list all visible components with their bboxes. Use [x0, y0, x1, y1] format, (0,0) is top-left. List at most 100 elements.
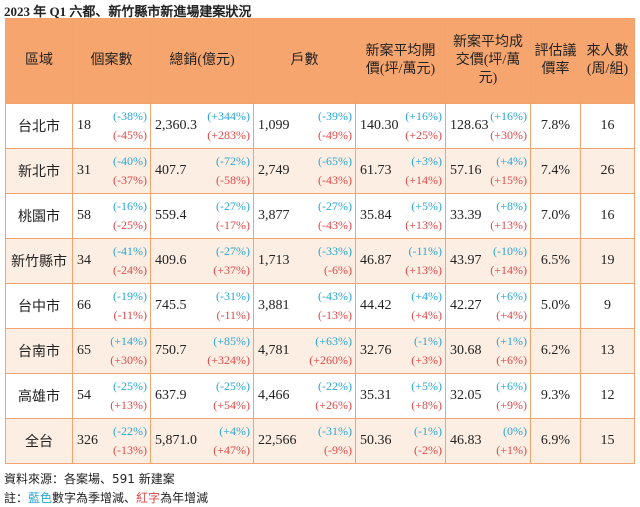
value: 32.76 — [360, 343, 392, 358]
value-cell: 4,466 (-22%) (+26%) — [254, 374, 356, 419]
value-cell: 57.16 (+4%) (+15%) — [446, 149, 531, 194]
quarter-change: (+6%) — [496, 289, 527, 303]
region-cell: 台北市 — [6, 104, 73, 149]
value: 61.73 — [360, 163, 392, 178]
value-cell: 65 (+14%) (+30%) — [73, 329, 151, 374]
value: 43.97 — [450, 253, 482, 268]
visitors-cell: 16 — [581, 104, 635, 149]
year-change: (-17%) — [216, 218, 250, 232]
year-change: (+9%) — [496, 398, 527, 412]
region-cell: 台南市 — [6, 329, 73, 374]
value-cell: 22,566 (-31%) (-9%) — [254, 419, 356, 464]
table: 區域 個案數 總銷(億元) 戶數 新案平均開價(坪/萬元) 新案平均成交價(坪/萬元) 評估… — [5, 18, 635, 464]
quarter-change: (-1%) — [414, 334, 442, 348]
value-cell: 140.30 (+16%) (+25%) — [356, 104, 446, 149]
value: 35.84 — [360, 208, 392, 223]
header-cell: 來人數(周/組) — [581, 19, 635, 104]
year-change: (+14%) — [405, 173, 442, 187]
value: 2,360.3 — [155, 118, 197, 133]
region-cell: 全台 — [6, 419, 73, 464]
value-cell: 326 (-22%) (-13%) — [73, 419, 151, 464]
header-cell: 新案平均成交價(坪/萬元) — [446, 19, 531, 104]
value: 44.42 — [360, 298, 392, 313]
year-change: (-58%) — [216, 173, 250, 187]
visitors-cell: 26 — [581, 149, 635, 194]
year-change: (-6%) — [324, 263, 352, 277]
value-cell: 745.5 (-31%) (-11%) — [151, 284, 254, 329]
value-cell: 34 (-41%) (-24%) — [73, 239, 151, 284]
quarter-change: (+4%) — [411, 289, 442, 303]
value: 46.83 — [450, 433, 482, 448]
quarter-change: (0%) — [503, 424, 527, 438]
value-cell: 46.87 (-11%) (+13%) — [356, 239, 446, 284]
year-change: (+3%) — [411, 353, 442, 367]
value: 50.36 — [360, 433, 392, 448]
region-cell: 新北市 — [6, 149, 73, 194]
header-cell: 區域 — [6, 19, 73, 104]
year-change: (+4%) — [411, 308, 442, 322]
quarter-change: (-40%) — [113, 154, 147, 168]
year-change: (+47%) — [213, 443, 250, 457]
value: 58 — [77, 208, 91, 223]
value: 1,099 — [258, 118, 290, 133]
value-cell: 44.42 (+4%) (+4%) — [356, 284, 446, 329]
rate-cell: 6.9% — [531, 419, 581, 464]
value: 34 — [77, 253, 91, 268]
quarter-change: (-33%) — [318, 244, 352, 258]
year-change: (-37%) — [113, 173, 147, 187]
year-change: (+13%) — [110, 398, 147, 412]
year-change: (-13%) — [318, 308, 352, 322]
value: 22,566 — [258, 433, 297, 448]
value-cell: 33.39 (+8%) (+13%) — [446, 194, 531, 239]
value-cell: 3,877 (-27%) (-43%) — [254, 194, 356, 239]
value: 128.63 — [450, 118, 489, 133]
value-cell: 4,781 (+63%) (+260%) — [254, 329, 356, 374]
quarter-change: (-41%) — [113, 244, 147, 258]
visitors-cell: 9 — [581, 284, 635, 329]
year-change: (-25%) — [113, 218, 147, 232]
value-cell: 50.36 (-1%) (-2%) — [356, 419, 446, 464]
value: 31 — [77, 163, 91, 178]
value: 42.27 — [450, 298, 482, 313]
year-change: (+6%) — [496, 353, 527, 367]
value: 65 — [77, 343, 91, 358]
year-change: (+260%) — [309, 353, 352, 367]
value: 66 — [77, 298, 91, 313]
note-part: 註： — [4, 491, 29, 505]
rate-cell: 7.0% — [531, 194, 581, 239]
header-cell: 總銷(億元) — [151, 19, 254, 104]
quarter-change: (-1%) — [414, 424, 442, 438]
year-change: (-43%) — [318, 173, 352, 187]
quarter-change: (-19%) — [113, 289, 147, 303]
quarter-change: (+344%) — [207, 109, 250, 123]
quarter-change: (+8%) — [496, 199, 527, 213]
year-change: (+54%) — [213, 398, 250, 412]
rate-cell: 7.4% — [531, 149, 581, 194]
quarter-change: (+14%) — [110, 334, 147, 348]
quarter-change: (+1%) — [496, 334, 527, 348]
quarter-change: (-11%) — [408, 244, 442, 258]
visitors-cell: 19 — [581, 239, 635, 284]
quarter-change: (+85%) — [213, 334, 250, 348]
legend-note: 註：藍色數字為季增減、紅字為年增減 — [4, 489, 208, 506]
value: 33.39 — [450, 208, 482, 223]
value-cell: 42.27 (+6%) (+4%) — [446, 284, 531, 329]
value: 35.31 — [360, 388, 392, 403]
value-cell: 43.97 (-10%) (+14%) — [446, 239, 531, 284]
value: 750.7 — [155, 343, 187, 358]
quarter-change: (-10%) — [493, 244, 527, 258]
value-cell: 559.4 (-27%) (-17%) — [151, 194, 254, 239]
value: 4,466 — [258, 388, 290, 403]
value: 32.05 — [450, 388, 482, 403]
value: 3,881 — [258, 298, 290, 313]
value: 46.87 — [360, 253, 392, 268]
value: 57.16 — [450, 163, 482, 178]
rate-cell: 9.3% — [531, 374, 581, 419]
quarter-change: (-72%) — [216, 154, 250, 168]
quarter-change: (-27%) — [216, 199, 250, 213]
quarter-change: (-22%) — [318, 379, 352, 393]
year-change: (+25%) — [405, 128, 442, 142]
value: 326 — [77, 433, 98, 448]
visitors-cell: 12 — [581, 374, 635, 419]
